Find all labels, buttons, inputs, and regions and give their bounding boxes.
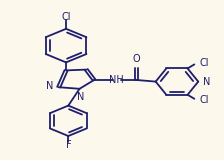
Text: Cl: Cl bbox=[61, 12, 71, 22]
Text: N: N bbox=[77, 92, 84, 102]
Text: F: F bbox=[65, 140, 71, 150]
Text: N: N bbox=[46, 81, 53, 91]
Text: O: O bbox=[133, 54, 140, 64]
Text: Cl: Cl bbox=[199, 95, 209, 105]
Text: NH: NH bbox=[109, 75, 124, 85]
Text: Cl: Cl bbox=[199, 58, 209, 68]
Text: N: N bbox=[203, 77, 211, 87]
